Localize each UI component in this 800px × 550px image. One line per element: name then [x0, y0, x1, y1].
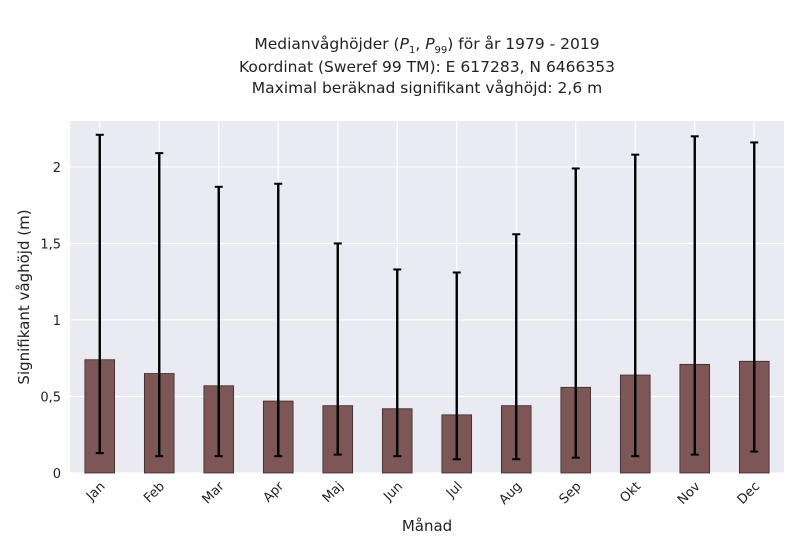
y-tick-label: 0,5	[40, 390, 61, 405]
y-tick-label: 1,5	[40, 237, 61, 252]
title-p1: P	[399, 35, 409, 53]
y-tick-label: 2	[53, 161, 61, 176]
x-tick-label: Maj	[320, 479, 347, 506]
y-tick-label: 1	[53, 314, 61, 329]
x-tick-label: Feb	[141, 479, 168, 506]
x-tick-label: Okt	[617, 479, 644, 506]
x-tick-label: Sep	[557, 479, 585, 507]
chart-subtitle-max-height: Maximal beräknad signifikant våghöjd: 2,…	[251, 79, 603, 97]
title-p99-subscript: 99	[434, 45, 448, 57]
title-suffix: ) för år 1979 - 2019	[447, 35, 600, 53]
title-prefix: Medianvåghöjder (	[254, 35, 400, 53]
plot-area	[70, 121, 784, 473]
x-tick-label: Nov	[675, 479, 704, 508]
y-tick-label: 0	[53, 467, 61, 482]
x-tick-label: Dec	[735, 479, 763, 507]
y-tick-labels: 0 0,5 1 1,5 2	[40, 161, 61, 482]
x-tick-label: Apr	[261, 479, 288, 506]
error-bars	[95, 133, 759, 461]
chart-subtitle-coordinates: Koordinat (Sweref 99 TM): E 617283, N 64…	[239, 58, 615, 76]
x-tick-label: Jan	[83, 479, 108, 504]
x-tick-labels: Jan Feb Mar Apr Maj Jun Jul Aug Sep Okt Nov Dec	[83, 479, 763, 508]
x-tick-label: Aug	[497, 479, 526, 508]
x-tick-label: Mar	[200, 479, 228, 507]
x-axis-label: Månad	[402, 517, 452, 535]
title-p99: P	[425, 35, 435, 53]
y-axis-label: Signifikant våghöjd (m)	[15, 209, 33, 384]
title-p1-subscript: 1	[408, 45, 416, 57]
title-separator: ,	[415, 35, 426, 53]
x-tick-label: Jun	[380, 479, 406, 505]
chart-title: Medianvåghöjder (P1, P99) för år 1979 - …	[70, 35, 784, 56]
x-tick-label: Jul	[443, 479, 465, 501]
